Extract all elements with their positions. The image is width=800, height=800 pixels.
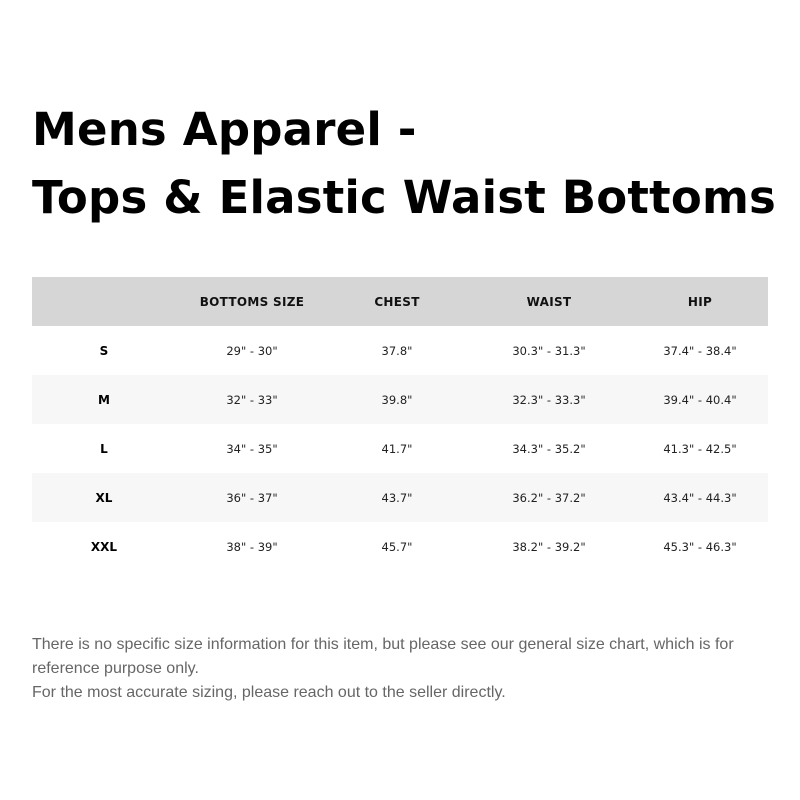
table-row: M 32" - 33" 39.8" 32.3" - 33.3" 39.4" - 40.4… — [32, 375, 768, 424]
cell-hip: 45.3" - 46.3" — [663, 539, 737, 554]
cell-chest: 39.8" — [381, 392, 413, 407]
cell-waist: 30.3" - 31.3" — [512, 343, 586, 358]
header-chest: CHEST — [374, 294, 420, 309]
cell-hip: 43.4" - 44.3" — [663, 490, 737, 505]
size-chart-table: BOTTOMS SIZE CHEST WAIST HIP S 29" - 30" 3… — [32, 277, 768, 571]
cell-chest: 41.7" — [381, 441, 413, 456]
cell-chest: 45.7" — [381, 539, 413, 554]
cell-chest: 37.8" — [381, 343, 413, 358]
table-row: XL 36" - 37" 43.7" 36.2" - 37.2" 43.4" - 44.… — [32, 473, 768, 522]
cell-bottoms-size: 29" - 30" — [226, 343, 278, 358]
cell-hip: 41.3" - 42.5" — [663, 441, 737, 456]
title-line-1: Mens Apparel - — [32, 103, 417, 156]
cell-size: XXL — [90, 539, 118, 554]
table-row: L 34" - 35" 41.7" 34.3" - 35.2" 41.3" - 42.5… — [32, 424, 768, 473]
header-waist: WAIST — [526, 294, 572, 309]
size-note: There is no specific size information fo… — [32, 633, 772, 705]
note-line-2: For the most accurate sizing, please rea… — [32, 684, 506, 701]
cell-hip: 39.4" - 40.4" — [663, 392, 737, 407]
cell-hip: 37.4" - 38.4" — [663, 343, 737, 358]
note-line-1: There is no specific size information fo… — [32, 636, 734, 677]
table-row: XXL 38" - 39" 45.7" 38.2" - 39.2" 45.3" - 46… — [32, 522, 768, 571]
cell-waist: 32.3" - 33.3" — [512, 392, 586, 407]
cell-waist: 38.2" - 39.2" — [512, 539, 586, 554]
header-hip: HIP — [687, 294, 713, 309]
cell-bottoms-size: 38" - 39" — [226, 539, 278, 554]
cell-bottoms-size: 32" - 33" — [226, 392, 278, 407]
page-title: Mens Apparel - Tops & Elastic Waist Bott… — [32, 96, 776, 232]
title-line-2: Tops & Elastic Waist Bottoms — [32, 171, 777, 224]
cell-size: XL — [95, 490, 113, 505]
header-size — [32, 277, 176, 326]
cell-chest: 43.7" — [381, 490, 413, 505]
cell-size: M — [98, 392, 110, 407]
cell-waist: 34.3" - 35.2" — [512, 441, 586, 456]
cell-waist: 36.2" - 37.2" — [512, 490, 586, 505]
cell-bottoms-size: 36" - 37" — [226, 490, 278, 505]
cell-bottoms-size: 34" - 35" — [226, 441, 278, 456]
cell-size: S — [99, 343, 109, 358]
table-row: S 29" - 30" 37.8" 30.3" - 31.3" 37.4" - 38.4… — [32, 326, 768, 375]
header-bottoms-size: BOTTOMS SIZE — [199, 294, 305, 309]
cell-size: L — [100, 441, 108, 456]
table-header-row: BOTTOMS SIZE CHEST WAIST HIP — [32, 277, 768, 326]
